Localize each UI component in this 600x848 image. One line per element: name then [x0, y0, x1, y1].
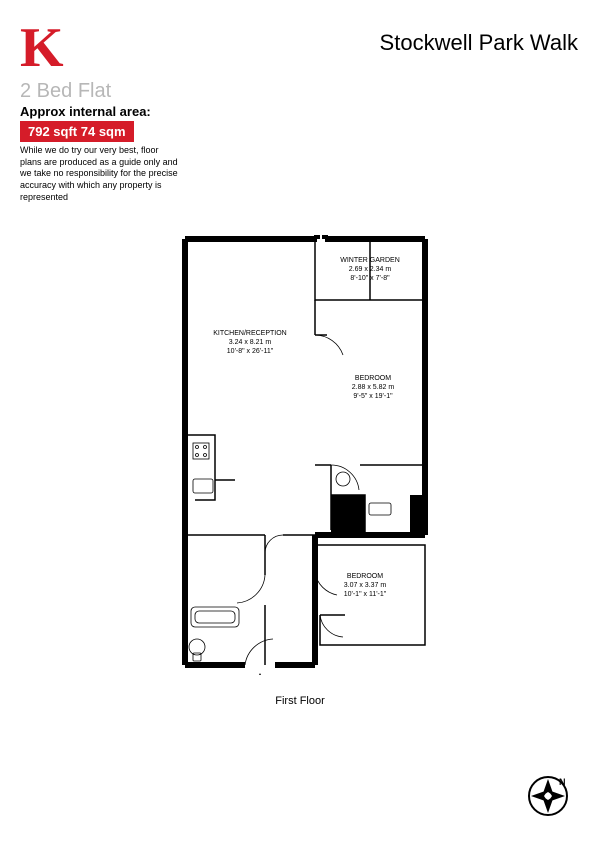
- room-dims-ft: 9'-5" x 19'-1": [328, 393, 418, 402]
- floorplan-svg: [165, 235, 445, 675]
- property-title: Stockwell Park Walk: [380, 30, 578, 56]
- room-label: BEDROOM2.88 x 5.82 m9'-5" x 19'-1": [328, 375, 418, 401]
- floor-plan: WINTER GARDEN2.69 x 2.34 m8'-10" x 7'-8"…: [165, 235, 445, 675]
- room-dims-m: 2.69 x 2.34 m: [325, 266, 415, 275]
- room-label: WINTER GARDEN2.69 x 2.34 m8'-10" x 7'-8": [325, 257, 415, 283]
- room-name: BEDROOM: [320, 573, 410, 582]
- disclaimer-text: While we do try our very best, floor pla…: [20, 145, 180, 203]
- room-name: WINTER GARDEN: [325, 257, 415, 266]
- brand-logo: K: [20, 20, 64, 76]
- subtitle-text: 2 Bed Flat: [20, 80, 111, 102]
- room-dims-m: 3.24 x 8.21 m: [205, 339, 295, 348]
- compass-n-label: N: [559, 777, 566, 787]
- room-label: BEDROOM3.07 x 3.37 m10'-1" x 11'-1": [320, 573, 410, 599]
- room-name: BEDROOM: [328, 375, 418, 384]
- property-subtitle: 2 Bed Flat: [20, 80, 111, 103]
- area-value-box: 792 sqft 74 sqm: [20, 121, 134, 142]
- floor-name: First Floor: [0, 695, 600, 707]
- compass-icon: N: [526, 774, 570, 818]
- room-dims-ft: 10'-8" x 26'-11": [205, 348, 295, 357]
- room-dims-ft: 8'-10" x 7'-8": [325, 275, 415, 284]
- room-name: KITCHEN/RECEPTION: [205, 330, 295, 339]
- room-dims-ft: 10'-1" x 11'-1": [320, 591, 410, 600]
- logo-letter: K: [20, 17, 64, 79]
- room-dims-m: 3.07 x 3.37 m: [320, 582, 410, 591]
- room-label: KITCHEN/RECEPTION3.24 x 8.21 m10'-8" x 2…: [205, 330, 295, 356]
- room-dims-m: 2.88 x 5.82 m: [328, 384, 418, 393]
- area-label: Approx internal area:: [20, 104, 151, 119]
- area-value-text: 792 sqft 74 sqm: [28, 124, 126, 139]
